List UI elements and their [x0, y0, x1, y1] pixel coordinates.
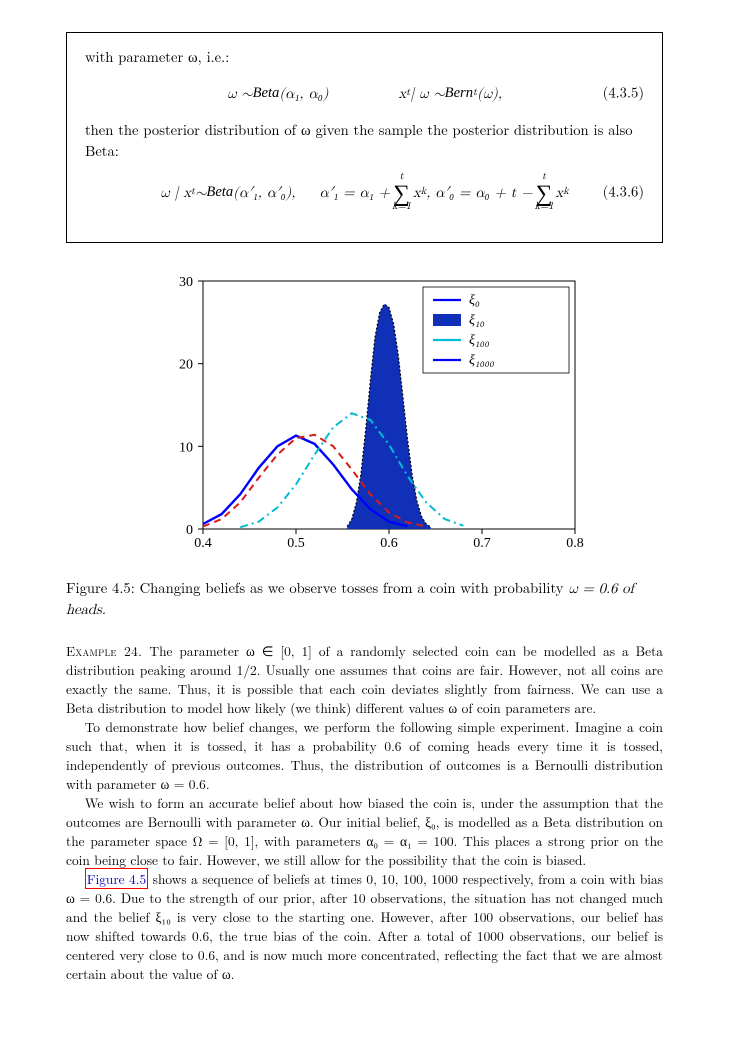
- svg-text:30: 30: [179, 275, 193, 290]
- equation-4-3-5: ω ∼ Beta (α₁, α₀) xt | ω ∼ Bernt (ω), (4…: [85, 78, 644, 108]
- example-p1: The parameter ω ∈ [0, 1] of a randomly s…: [66, 641, 663, 717]
- svg-text:ξ₁₀₀: ξ₁₀₀: [469, 333, 490, 348]
- eq-number: (4.3.6): [603, 182, 644, 203]
- svg-text:0.7: 0.7: [473, 536, 491, 551]
- svg-text:10: 10: [179, 441, 193, 456]
- eq-number: (4.3.5): [603, 83, 644, 104]
- svg-text:0.8: 0.8: [566, 536, 584, 551]
- svg-text:ξ₁₀: ξ₁₀: [469, 313, 485, 328]
- svg-text:ξ₁₀₀₀: ξ₁₀₀₀: [469, 353, 495, 368]
- example-label: Example 24.: [66, 641, 149, 660]
- svg-text:0.5: 0.5: [287, 536, 305, 551]
- box-midline: then the posterior distribution of ω giv…: [85, 120, 644, 162]
- page: with parameter ω, i.e.: ω ∼ Beta (α₁, α₀…: [0, 0, 729, 1043]
- figure-4-5: 0.4 0.5 0.6 0.7 0.8 0 10 20 30 ξ₀ ξ₁₀ ξ₁₀₀ ξ₁₀₀₀: [145, 269, 585, 564]
- figure-caption: Figure 4.5: Changing beliefs as we obser…: [66, 578, 663, 620]
- svg-text:ξ₀: ξ₀: [469, 293, 480, 308]
- svg-text:0: 0: [186, 523, 193, 538]
- theorem-box: with parameter ω, i.e.: ω ∼ Beta (α₁, α₀…: [66, 32, 663, 243]
- figure-ref-link[interactable]: Figure 4.5: [85, 868, 148, 889]
- example-p4: shows a sequence of beliefs at times 0, …: [66, 869, 663, 983]
- svg-text:20: 20: [179, 358, 193, 373]
- example-p3: We wish to form an accurate belief about…: [66, 793, 663, 869]
- example-24: Example 24. The parameter ω ∈ [0, 1] of …: [66, 641, 663, 984]
- svg-text:0.6: 0.6: [380, 536, 398, 551]
- sum-icon: t ∑ k=1: [392, 172, 411, 212]
- box-preline: with parameter ω, i.e.:: [85, 47, 644, 68]
- svg-text:0.4: 0.4: [194, 536, 212, 551]
- equation-4-3-6: ω | xt ∼ Beta (α′₁, α′₀), α′₁ = α₁ + t ∑…: [85, 172, 644, 212]
- example-p2: To demonstrate how belief changes, we pe…: [66, 717, 663, 793]
- sum-icon: t ∑ k=1: [535, 172, 554, 212]
- belief-chart: 0.4 0.5 0.6 0.7 0.8 0 10 20 30 ξ₀ ξ₁₀ ξ₁₀₀ ξ₁₀₀₀: [145, 269, 585, 559]
